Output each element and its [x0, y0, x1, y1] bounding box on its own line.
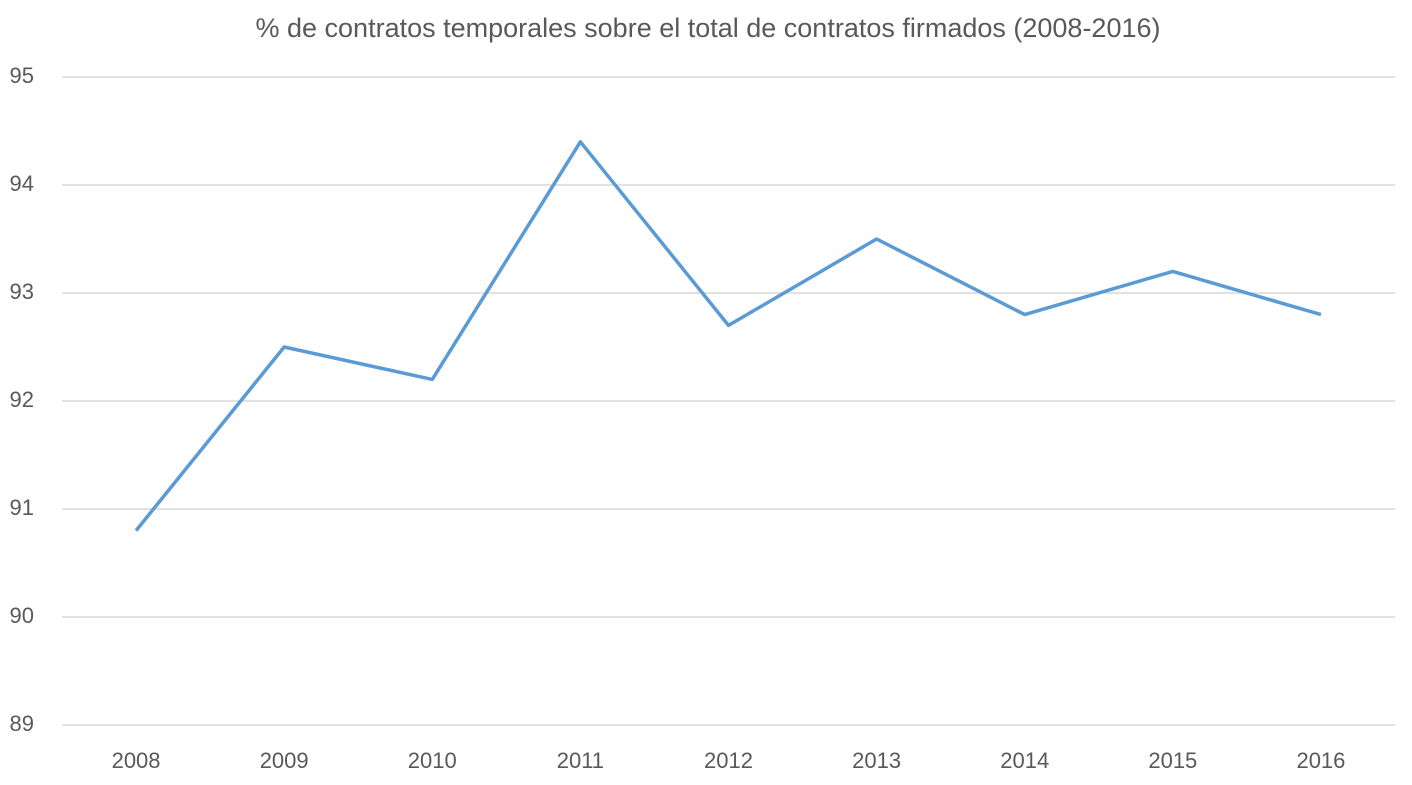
- y-tick-label: 89: [10, 711, 34, 736]
- y-tick-label: 92: [10, 387, 34, 412]
- y-tick-label: 90: [10, 603, 34, 628]
- x-tick-label: 2009: [260, 748, 309, 773]
- x-tick-label: 2016: [1296, 748, 1345, 773]
- x-tick-label: 2014: [1000, 748, 1049, 773]
- y-tick-label: 94: [10, 171, 34, 196]
- x-tick-label: 2013: [852, 748, 901, 773]
- x-tick-label: 2012: [704, 748, 753, 773]
- y-tick-label: 93: [10, 279, 34, 304]
- x-tick-label: 2015: [1148, 748, 1197, 773]
- data-line: [134, 140, 1322, 532]
- x-tick-label: 2008: [112, 748, 161, 773]
- y-tick-label: 91: [10, 495, 34, 520]
- y-tick-label: 95: [10, 63, 34, 88]
- chart-title: % de contratos temporales sobre el total…: [256, 13, 1161, 43]
- x-tick-label: 2011: [557, 748, 604, 773]
- x-tick-label: 2010: [408, 748, 457, 773]
